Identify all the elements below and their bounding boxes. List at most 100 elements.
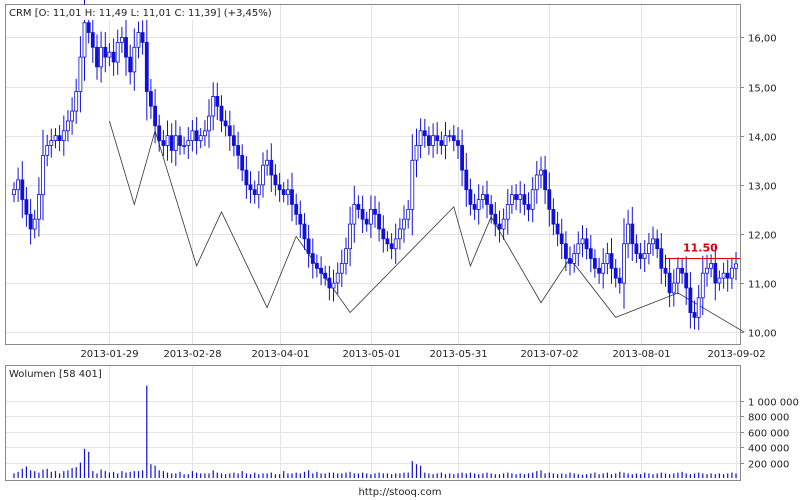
volume-bar [710,473,712,478]
volume-bar [287,473,289,478]
price-bar-body [514,194,518,200]
volume-bar [449,473,451,478]
price-bar-body [497,223,502,230]
price-bar-body [443,135,448,146]
price-bar-body [281,189,286,195]
volume-bar [544,473,546,478]
volume-tick-label: 600 000 [748,429,789,440]
price-bar-body [302,223,307,240]
price-bar-body [489,204,494,215]
volume-bar [395,473,397,478]
price-bar-body [57,135,62,141]
price-title-box [6,5,276,20]
volume-bar [108,472,110,478]
volume-bar [461,472,463,478]
volume-bar [42,469,44,478]
volume-bar [92,471,94,478]
price-bar-body [713,262,718,284]
price-bar-body [45,145,50,156]
price-bar-body [306,238,311,254]
price-bar-body [24,199,29,215]
price-bar-body [700,272,705,299]
volume-bar [129,471,131,478]
price-bar-body [634,243,639,255]
price-tick-label: 12,00 [748,231,777,242]
volume-bar [627,473,629,478]
volume-bar [237,473,239,478]
volume-bar [332,472,335,478]
price-bar-body [331,282,336,289]
volume-bar [341,473,343,478]
volume-bar [200,473,202,478]
price-bar-body [642,253,647,259]
volume-bar [656,473,658,478]
price-bar-body [178,135,182,146]
volume-bar [660,472,662,478]
price-bar-body [647,243,651,255]
volume-bar [673,473,675,478]
volume-bar [295,472,297,478]
price-bar-body [381,228,386,240]
volume-tick-label: 800 000 [748,413,789,424]
volume-bar [519,473,521,478]
volume-bar [38,472,40,478]
volume-bar [581,474,584,478]
volume-bar [490,473,492,478]
volume-bar [494,474,496,478]
volume-bar [212,470,214,478]
price-bar-body [593,258,597,269]
volume-bar [245,473,247,478]
price-bar-body [290,189,294,205]
price-bar-body [397,228,402,240]
price-bar-body [464,169,469,191]
volume-bar [577,474,579,478]
price-bar-body [157,125,162,142]
volume-tick-label: 400 000 [748,444,789,455]
price-bar-body [231,135,236,146]
volume-bar [154,465,156,478]
volume-bar [225,474,227,478]
volume-bar [191,471,193,478]
price-bar-body [207,115,211,132]
price-bar-body [460,145,465,171]
price-bar-body [431,135,436,146]
price-bar-body [335,272,340,284]
price-bar-body [327,277,332,289]
price-bar-body [389,243,394,250]
price-bar-body [115,42,120,63]
volume-bar [689,474,691,478]
volume-bar [258,474,260,478]
price-bar-body [717,277,722,284]
price-bar-body [493,213,498,225]
volume-title-box [6,366,103,381]
volume-bar [440,472,442,478]
price-bar-body [103,46,108,58]
volume-bar [21,468,23,478]
volume-bar [30,470,32,478]
volume-bar [50,471,52,478]
price-bar-body [414,145,419,161]
volume-bar [527,473,530,478]
date-tick-label: 2013-01-29 [80,349,138,360]
volume-tick-label: 1 000 000 [748,398,799,409]
price-bar-body [211,96,216,117]
volume-bar [685,473,687,478]
price-bar-body [402,218,406,230]
volume-bar [420,465,422,478]
indicator-polyline [109,120,745,333]
price-bar-body [277,184,282,191]
volume-bar [88,451,90,478]
volume-bar [569,472,571,478]
volume-bar [137,471,140,478]
volume-bar [279,474,281,478]
price-bar-body [227,125,232,137]
price-bar-body [555,223,560,235]
volume-bar [615,473,617,478]
volume-bar [320,473,322,478]
volume-bar [486,472,488,478]
price-bar-body [240,154,245,171]
price-tick-label: 13,00 [748,182,777,193]
price-bar-body [86,22,91,33]
price-bar-body [476,199,481,210]
volume-bar [312,473,314,478]
